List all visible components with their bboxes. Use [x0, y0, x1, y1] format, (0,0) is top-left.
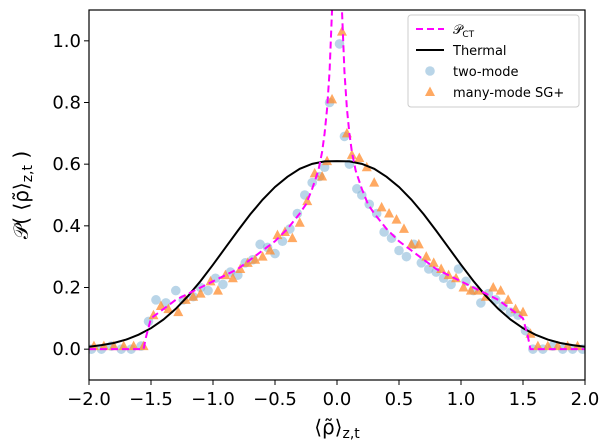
x-tick-label: 0.5: [385, 389, 414, 410]
many-mode-point: [205, 275, 216, 286]
many-mode-point: [336, 26, 347, 36]
y-tick-label: 1.0: [52, 31, 81, 52]
legend-swatch-two-mode: [425, 66, 435, 76]
x-tick-label: −2.0: [67, 389, 111, 410]
two-mode-point: [453, 264, 464, 274]
many-mode-point: [302, 195, 313, 206]
many-mode-point: [212, 285, 223, 295]
y-tick-label: 0.0: [52, 339, 81, 360]
many-mode-point: [562, 340, 573, 351]
many-mode-point: [163, 303, 174, 314]
many-mode-point: [346, 149, 357, 159]
many-mode-point: [250, 254, 261, 264]
y-tick-label: 0.2: [52, 278, 81, 299]
many-mode-point: [518, 306, 528, 317]
many-mode-point: [421, 251, 432, 261]
two-mode-point: [307, 177, 318, 188]
many-mode-point: [542, 340, 553, 351]
two-mode-point: [285, 224, 295, 234]
y-axis: 0.0 0.2 0.4 0.6 0.8 1.0: [52, 31, 89, 360]
many-mode-point: [272, 229, 283, 240]
x-tick-label: −1.5: [129, 389, 173, 410]
many-mode-point: [532, 340, 543, 351]
y-tick-label: 0.6: [52, 154, 81, 175]
many-mode-point: [391, 214, 402, 224]
legend-box: [407, 14, 580, 108]
x-tick-label: 0.0: [323, 389, 352, 410]
x-tick-label: −0.5: [253, 389, 297, 410]
x-axis: −2.0 −1.5 −1.0 −0.5 0.0 0.5 1.0 1.5 2.0: [67, 380, 599, 410]
many-mode-point: [188, 291, 199, 301]
many-mode-point: [327, 93, 338, 104]
many-mode-point: [354, 152, 365, 162]
many-mode-point: [503, 294, 514, 304]
pct-dashed-line: [89, 10, 585, 351]
many-mode-point: [398, 223, 409, 233]
y-axis-label: 𝒫( ⟨ρ̃⟩z,t ): [9, 151, 36, 239]
legend-label: many-mode SG+: [453, 86, 564, 101]
thermal-line: [89, 160, 585, 348]
two-mode-point: [218, 279, 228, 290]
two-mode-point: [171, 285, 181, 296]
legend-swatch-many-mode: [425, 86, 435, 96]
x-tick-label: 2.0: [571, 389, 600, 410]
two-mode-point: [255, 239, 265, 250]
many-mode-point: [376, 201, 387, 212]
many-mode-point: [128, 340, 139, 351]
many-mode-point: [413, 238, 424, 249]
series-layer: [89, 10, 585, 354]
many-mode-point: [552, 340, 563, 351]
many-mode-point: [317, 171, 328, 181]
many-mode-point: [428, 257, 439, 267]
two-mode-point: [401, 251, 412, 262]
two-mode-point: [334, 39, 345, 49]
many-mode-point: [384, 208, 395, 218]
x-tick-label: 1.5: [509, 389, 538, 410]
many-mode-point: [173, 306, 184, 317]
many-mode-point: [227, 272, 238, 283]
many-mode-point: [118, 340, 129, 351]
many-mode-point: [369, 177, 380, 187]
two-mode-point: [394, 245, 404, 256]
many-mode-point: [265, 245, 276, 255]
y-tick-label: 0.4: [52, 216, 81, 237]
many-mode-point: [108, 340, 119, 351]
x-axis-label: ⟨ρ̃⟩z,t: [314, 415, 360, 441]
x-tick-label: −1.0: [191, 389, 235, 410]
many-mode-point: [458, 282, 469, 292]
legend-label: two-mode: [453, 65, 518, 80]
many-mode-point: [195, 288, 206, 298]
many-mode-point: [155, 300, 166, 310]
many-mode-point: [488, 282, 499, 292]
legend-label: Thermal: [452, 44, 507, 59]
many-mode-point: [294, 217, 305, 227]
x-tick-label: 1.0: [447, 389, 476, 410]
many-mode-point: [287, 232, 298, 243]
many-mode-point: [406, 238, 417, 249]
many-mode-point: [257, 251, 268, 261]
two-mode-point: [292, 208, 303, 219]
many-mode-point: [465, 285, 476, 295]
many-mode-point: [148, 309, 159, 320]
many-mode-point: [495, 285, 506, 295]
two-mode-point: [151, 295, 161, 305]
y-tick-label: 0.8: [52, 93, 81, 114]
two-mode-point: [203, 285, 213, 296]
